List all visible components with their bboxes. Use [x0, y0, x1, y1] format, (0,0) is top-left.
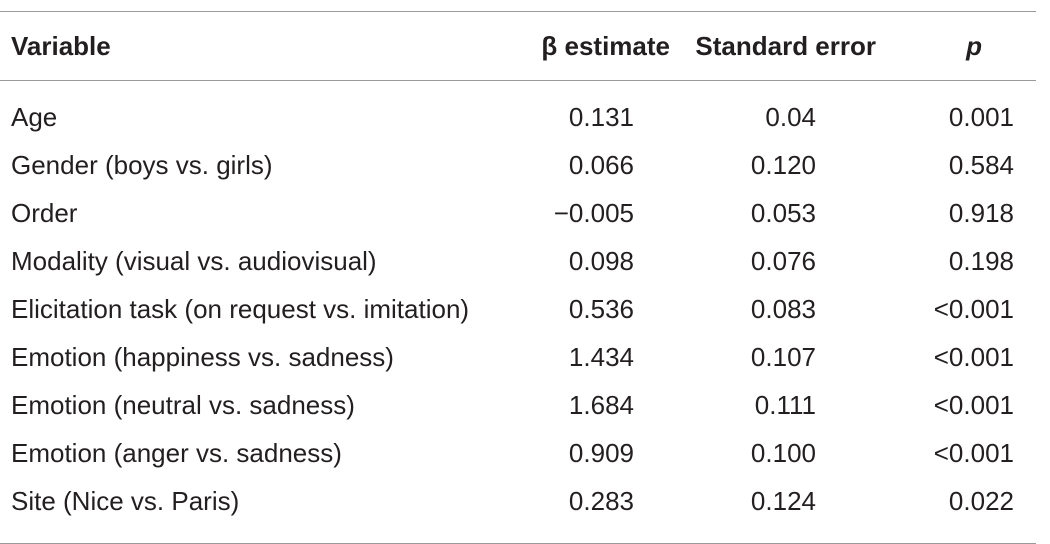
header-beta-estimate: β estimate — [541, 30, 670, 61]
cell-p-value: 0.198 — [948, 245, 1014, 276]
table-row: Emotion (neutral vs. sadness) 1.684 0.11… — [0, 381, 1036, 429]
cell-beta: 0.536 — [568, 293, 634, 324]
cell-p-value: 0.001 — [948, 101, 1014, 132]
cell-standard-error: 0.083 — [750, 293, 816, 324]
cell-p-value: <0.001 — [933, 341, 1014, 372]
cell-variable: Modality (visual vs. audiovisual) — [11, 245, 377, 276]
table-row: Order −0.005 0.053 0.918 — [0, 189, 1036, 237]
cell-beta: 1.684 — [568, 389, 634, 420]
table-row: Emotion (anger vs. sadness) 0.909 0.100 … — [0, 429, 1036, 477]
table-row: Elicitation task (on request vs. imitati… — [0, 285, 1036, 333]
table-row: Site (Nice vs. Paris) 0.283 0.124 0.022 — [0, 477, 1036, 544]
cell-p-value: <0.001 — [933, 437, 1014, 468]
table-row: Modality (visual vs. audiovisual) 0.098 … — [0, 237, 1036, 285]
cell-variable: Order — [11, 197, 78, 228]
cell-standard-error: 0.100 — [750, 437, 816, 468]
cell-p-value: <0.001 — [933, 389, 1014, 420]
cell-beta: 0.131 — [568, 101, 634, 132]
cell-variable: Emotion (anger vs. sadness) — [11, 437, 342, 468]
header-variable: Variable — [11, 30, 111, 61]
cell-beta: 1.434 — [568, 341, 634, 372]
cell-standard-error: 0.124 — [750, 485, 816, 516]
table-row: Gender (boys vs. girls) 0.066 0.120 0.58… — [0, 141, 1036, 189]
table-row: Emotion (happiness vs. sadness) 1.434 0.… — [0, 333, 1036, 381]
header-p-value: p — [966, 30, 982, 61]
cell-standard-error: 0.053 — [750, 197, 816, 228]
cell-beta: 0.283 — [568, 485, 634, 516]
regression-table: Variable β estimate Standard error p Age… — [0, 11, 1036, 544]
cell-beta: 0.098 — [568, 245, 634, 276]
table-row: Age 0.131 0.04 0.001 — [0, 81, 1036, 142]
cell-standard-error: 0.076 — [750, 245, 816, 276]
cell-variable: Emotion (happiness vs. sadness) — [11, 341, 394, 372]
cell-standard-error: 0.120 — [750, 149, 816, 180]
table-header: Variable β estimate Standard error p — [0, 11, 1036, 81]
header-standard-error: Standard error — [695, 30, 876, 61]
cell-beta: 0.066 — [568, 149, 634, 180]
cell-beta: 0.909 — [568, 437, 634, 468]
cell-p-value: 0.918 — [948, 197, 1014, 228]
cell-p-value: 0.022 — [948, 485, 1014, 516]
cell-p-value: <0.001 — [933, 293, 1014, 324]
cell-beta: −0.005 — [553, 197, 634, 228]
cell-variable: Gender (boys vs. girls) — [11, 149, 273, 180]
cell-standard-error: 0.04 — [765, 101, 816, 132]
cell-p-value: 0.584 — [948, 149, 1014, 180]
cell-standard-error: 0.111 — [754, 389, 816, 420]
cell-variable: Emotion (neutral vs. sadness) — [11, 389, 355, 420]
cell-variable: Elicitation task (on request vs. imitati… — [11, 293, 470, 324]
cell-variable: Site (Nice vs. Paris) — [11, 485, 240, 516]
header-row: Variable β estimate Standard error p — [0, 11, 1036, 81]
cell-variable: Age — [11, 101, 58, 132]
table-body: Age 0.131 0.04 0.001 Gender (boys vs. gi… — [0, 81, 1036, 544]
cell-standard-error: 0.107 — [750, 341, 816, 372]
